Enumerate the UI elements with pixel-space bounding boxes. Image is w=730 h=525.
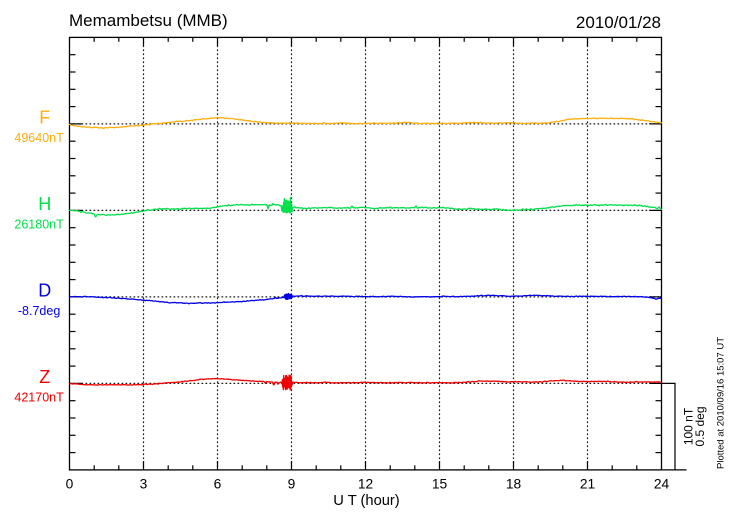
svg-text:18: 18 [506,477,522,492]
svg-text:6: 6 [214,477,222,492]
svg-text:15: 15 [432,477,448,492]
svg-text:Memambetsu (MMB): Memambetsu (MMB) [69,11,228,30]
svg-text:U T (hour): U T (hour) [333,493,399,509]
svg-text:0: 0 [66,477,74,492]
svg-text:9: 9 [288,477,296,492]
svg-text:Plotted at 2010/09/16 15:07 UT: Plotted at 2010/09/16 15:07 UT [716,337,727,469]
svg-text:26180nT: 26180nT [14,218,64,232]
svg-text:0.5 deg: 0.5 deg [693,406,707,446]
svg-text:D: D [38,281,51,301]
svg-text:49640nT: 49640nT [14,131,64,145]
svg-text:12: 12 [358,477,373,492]
svg-text:24: 24 [654,477,670,492]
svg-text:42170nT: 42170nT [14,391,64,405]
svg-text:100 nT: 100 nT [682,407,696,445]
svg-text:2010/01/28: 2010/01/28 [576,13,661,32]
svg-text:-8.7deg: -8.7deg [18,304,60,318]
svg-text:21: 21 [580,477,595,492]
svg-text:F: F [39,108,50,128]
svg-text:H: H [38,194,51,214]
svg-text:3: 3 [140,477,148,492]
svg-text:Z: Z [39,367,50,387]
